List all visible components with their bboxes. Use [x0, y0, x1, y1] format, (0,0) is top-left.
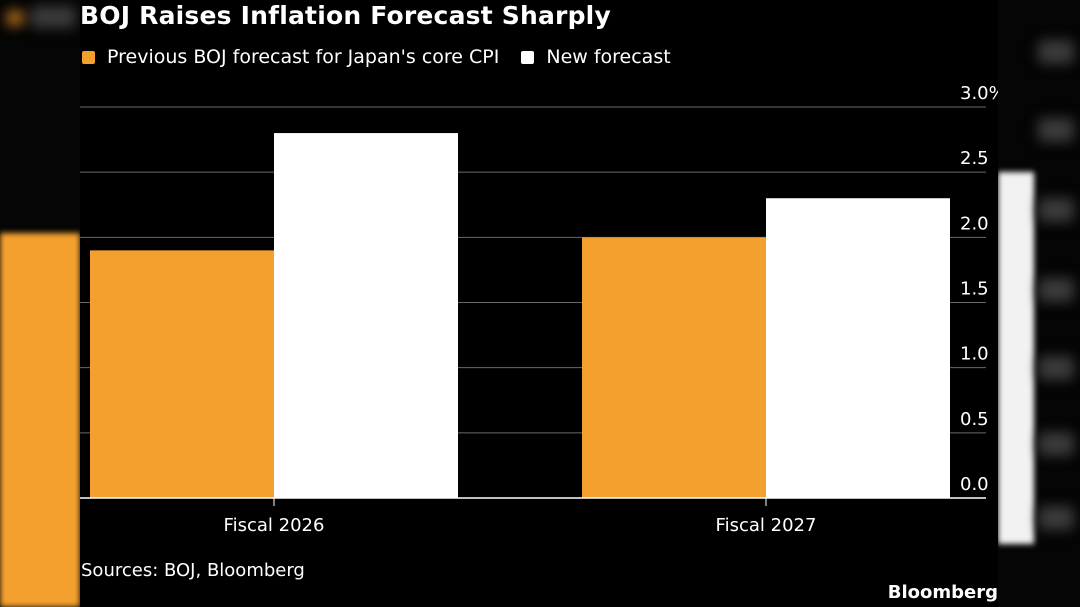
background-ghost-text — [1038, 198, 1074, 222]
y-tick-label: 2.5 — [960, 148, 989, 169]
chart-title: BOJ Raises Inflation Forecast Sharply — [80, 1, 611, 30]
background-ghost-text — [1038, 118, 1074, 142]
y-tick-label: 0.0 — [960, 474, 989, 495]
legend-item-new: New forecast — [521, 46, 671, 68]
legend-swatch-previous — [82, 50, 95, 64]
background-ghost-bar — [0, 233, 80, 607]
bar-new-2 — [766, 198, 950, 498]
legend-label-new: New forecast — [546, 46, 671, 68]
bloomberg-logo: Bloomberg — [887, 582, 998, 603]
chart-card: BOJ Raises Inflation Forecast Sharply Pr… — [80, 0, 998, 607]
x-tick-label: Fiscal 2027 — [716, 515, 817, 536]
bar-new-1 — [274, 133, 458, 499]
background-ghost-text — [1038, 432, 1074, 456]
legend-label-previous: Previous BOJ forecast for Japan's core C… — [107, 46, 500, 68]
background-ghost-text — [30, 6, 76, 28]
legend-swatch-new — [521, 50, 535, 64]
background-left-strip — [0, 0, 80, 607]
background-ghost-text — [1038, 40, 1074, 64]
y-tick-label: 1.5 — [960, 279, 989, 300]
chart-legend: Previous BOJ forecast for Japan's core C… — [82, 46, 693, 68]
source-note: Sources: BOJ, Bloomberg — [81, 560, 305, 581]
bar-previous-1 — [90, 250, 274, 498]
y-tick-label: 1.0 — [960, 344, 989, 365]
background-right-strip — [998, 0, 1080, 607]
background-ghost-swatch — [6, 10, 24, 26]
x-tick-label: Fiscal 2026 — [224, 515, 325, 536]
background-ghost-bar — [998, 172, 1034, 544]
legend-item-previous: Previous BOJ forecast for Japan's core C… — [82, 46, 499, 68]
y-tick-label: 2.0 — [960, 213, 989, 234]
bar-chart: 0.0 0.5 1.0 1.5 2.0 2.5 3.0% Fiscal 2026 Fiscal … — [80, 83, 998, 536]
background-ghost-text — [1038, 278, 1074, 302]
background-ghost-text — [1038, 356, 1074, 380]
background-ghost-text — [1038, 506, 1074, 530]
bar-previous-2 — [582, 237, 766, 499]
y-tick-label: 0.5 — [960, 409, 989, 430]
y-tick-label: 3.0% — [960, 83, 998, 104]
